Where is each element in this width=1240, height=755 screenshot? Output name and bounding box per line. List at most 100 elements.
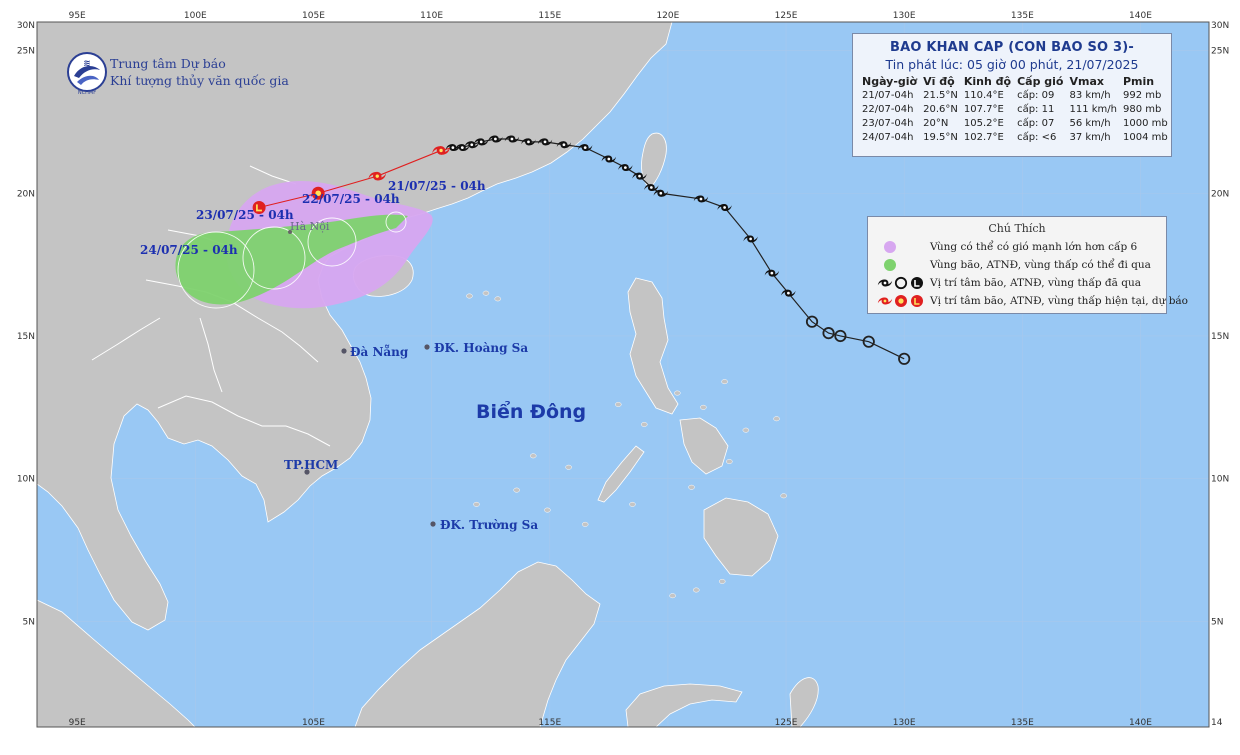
- tick-label-left: 10N: [17, 475, 35, 485]
- tick-label-top: 130E: [893, 11, 916, 21]
- agency-logo: ≋ NCHMF: [67, 52, 107, 96]
- agency-logo-icon: [67, 52, 107, 92]
- tick-label-top: 120E: [656, 11, 679, 21]
- tropical-depression-icon: [311, 186, 325, 200]
- tick-label-top: 140E: [1129, 11, 1152, 21]
- cell-vmax: 37 km/h: [1069, 131, 1111, 143]
- land-palawan: [597, 445, 645, 503]
- wind-zone-dot: [884, 241, 896, 253]
- cell-vmax: 83 km/h: [1069, 89, 1111, 101]
- low-pressure-icon: [911, 277, 923, 289]
- tropical-depression-icon: [894, 276, 908, 290]
- tick-label-left: 5N: [23, 617, 35, 627]
- legend-item-wind-zone: Vùng có thể có gió mạnh lớn hơn cấp 6: [874, 239, 1137, 255]
- hanoi-dot: [288, 230, 292, 234]
- forecast-track-markers: [252, 146, 450, 215]
- legend-item-forecast-positions: Vị trí tâm bão, ATNĐ, vùng thấp hiện tại…: [874, 293, 1188, 309]
- island: [494, 296, 502, 302]
- tick-label-right: 25N: [1211, 47, 1229, 57]
- cell-pmin: 1000 mb: [1123, 117, 1168, 129]
- land-halmahera: [789, 677, 819, 727]
- bulletin-title: BAO KHAN CAP (CON BAO SO 3)-: [889, 40, 1135, 55]
- header-datetime: Ngày-giờ: [862, 75, 918, 88]
- sea-name-label: Biển Đông: [476, 400, 586, 423]
- island: [482, 290, 490, 296]
- cell-latitude: 19.5°N: [923, 131, 958, 143]
- tick-label-left: 15N: [17, 332, 35, 342]
- tropical-depression-icon: [805, 315, 819, 328]
- table-row: 21/07-04h 21.5°N 110.4°E cấp: 09 83 km/h…: [859, 88, 1171, 102]
- tick-label-top: 135E: [1011, 11, 1034, 21]
- tick-label-bottom: 135E: [1011, 718, 1034, 728]
- island: [544, 507, 551, 513]
- cell-longitude: 107.7°E: [963, 103, 1004, 115]
- legend-item-past-positions: Vị trí tâm bão, ATNĐ, vùng thấp đã qua: [874, 275, 1141, 291]
- tick-label-left: 25N: [17, 47, 35, 57]
- island: [513, 487, 520, 493]
- legend-title: Chú Thích: [988, 222, 1046, 235]
- cell-latitude: 21.5°N: [923, 89, 958, 101]
- legend-item-label: Vùng bão, ATNĐ, vùng thấp có thể đi qua: [930, 259, 1151, 271]
- land-sumatra: [37, 599, 196, 727]
- header-longitude: Kinh độ: [963, 75, 1012, 88]
- land-visayas: [679, 417, 729, 475]
- island: [615, 402, 622, 407]
- bulletin-panel: BAO KHAN CAP (CON BAO SO 3)- Tin phát lú…: [852, 33, 1172, 157]
- forecast-table: Ngày-giờ Vĩ độ Kinh độ Cấp gió Vmax Pmin…: [859, 75, 1171, 144]
- island: [581, 521, 589, 527]
- cell-wind-level: cấp: 09: [1017, 89, 1055, 101]
- bulletin-issued-time: Tin phát lúc: 05 giờ 00 phút, 21/07/2025: [885, 57, 1139, 72]
- place-labels: Hà Nội Đà Nẵng ĐK. Hoàng Sa TP.HCM ĐK. T…: [284, 220, 586, 532]
- cell-pmin: 1004 mb: [1123, 131, 1168, 143]
- tick-label-top: 110E: [420, 11, 443, 21]
- agency-line1: Trung tâm Dự báo: [110, 56, 226, 71]
- island: [718, 578, 726, 584]
- tick-label-right: 20N: [1211, 189, 1229, 199]
- land-sulawesi: [625, 683, 743, 727]
- island: [688, 484, 695, 490]
- cell-wind-level: cấp: 07: [1017, 117, 1055, 129]
- cell-pmin: 980 mb: [1123, 103, 1162, 115]
- tick-label-corner: 14: [1211, 718, 1223, 728]
- past-position-icons: [877, 276, 923, 290]
- table-row: 22/07-04h 20.6°N 107.7°E cấp: 11 111 km/…: [859, 102, 1171, 116]
- cell-latitude: 20.6°N: [923, 103, 958, 115]
- forecast-label-3: 24/07/25 - 04h: [140, 243, 238, 257]
- agency-line2: Khí tượng thủy văn quốc gia: [110, 73, 289, 88]
- cell-longitude: 102.7°E: [963, 131, 1004, 143]
- low-pressure-icon: [911, 295, 923, 307]
- map-border: [36, 21, 1210, 728]
- land-mindanao: [703, 497, 779, 577]
- land-asia-mainland: [37, 22, 673, 631]
- island: [629, 501, 636, 507]
- tropical-depression-icon: [834, 329, 847, 343]
- legend-item-label: Vị trí tâm bão, ATNĐ, vùng thấp đã qua: [930, 277, 1141, 289]
- cell-datetime: 22/07-04h: [862, 103, 914, 115]
- legend-item-label: Vị trí tâm bão, ATNĐ, vùng thấp hiện tại…: [930, 295, 1189, 307]
- tick-label-right: 10N: [1211, 475, 1229, 485]
- table-row: 24/07-04h 19.5°N 102.7°E cấp: <6 37 km/h…: [859, 130, 1171, 144]
- legend-item-label: Vùng có thể có gió mạnh lớn hơn cấp 6: [930, 241, 1138, 253]
- forecast-label-0: 21/07/25 - 04h: [388, 179, 486, 193]
- island: [721, 379, 728, 385]
- hoangsa-dot: [424, 344, 430, 350]
- cell-vmax: 56 km/h: [1069, 117, 1111, 129]
- header-latitude: Vĩ độ: [923, 75, 955, 88]
- tick-label-bottom: 95E: [69, 718, 86, 728]
- island: [780, 493, 787, 499]
- tick-label-top: 115E: [538, 11, 561, 21]
- forecast-label-2: 23/07/25 - 04h: [196, 208, 294, 222]
- tick-label-top: 125E: [775, 11, 798, 21]
- typhoon-icon: [877, 297, 893, 305]
- tick-label-right: 15N: [1211, 332, 1229, 342]
- cell-latitude: 20°N: [923, 117, 949, 129]
- cell-datetime: 23/07-04h: [862, 117, 914, 129]
- island: [693, 587, 700, 593]
- island: [773, 416, 780, 422]
- hanoi-label: Hà Nội: [290, 220, 330, 233]
- svg-text:≋: ≋: [83, 59, 91, 69]
- header-pmin: Pmin: [1123, 75, 1155, 88]
- forecast-position-icons: [877, 295, 923, 307]
- tick-label-top: 100E: [184, 11, 207, 21]
- hcm-label: TP.HCM: [284, 458, 338, 472]
